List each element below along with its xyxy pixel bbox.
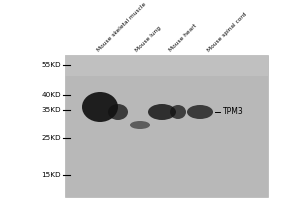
Text: 40KD: 40KD	[41, 92, 61, 98]
Bar	[65, 55, 268, 197]
Text: 35KD: 35KD	[41, 107, 61, 113]
Text: 55KD: 55KD	[41, 62, 61, 68]
Ellipse shape	[170, 105, 186, 119]
Text: Mouse heart: Mouse heart	[169, 23, 198, 53]
Ellipse shape	[82, 92, 118, 122]
Text: Mouse spinal cord: Mouse spinal cord	[206, 12, 248, 53]
Text: TPM3: TPM3	[223, 108, 244, 116]
Text: Mouse lung: Mouse lung	[134, 25, 162, 53]
Ellipse shape	[130, 121, 150, 129]
Ellipse shape	[148, 104, 176, 120]
Text: 25KD: 25KD	[41, 135, 61, 141]
Text: 15KD: 15KD	[41, 172, 61, 178]
Ellipse shape	[108, 104, 128, 120]
Bar	[65, 55, 268, 76]
Text: Mouse skeletal muscle: Mouse skeletal muscle	[97, 2, 148, 53]
Ellipse shape	[187, 105, 213, 119]
